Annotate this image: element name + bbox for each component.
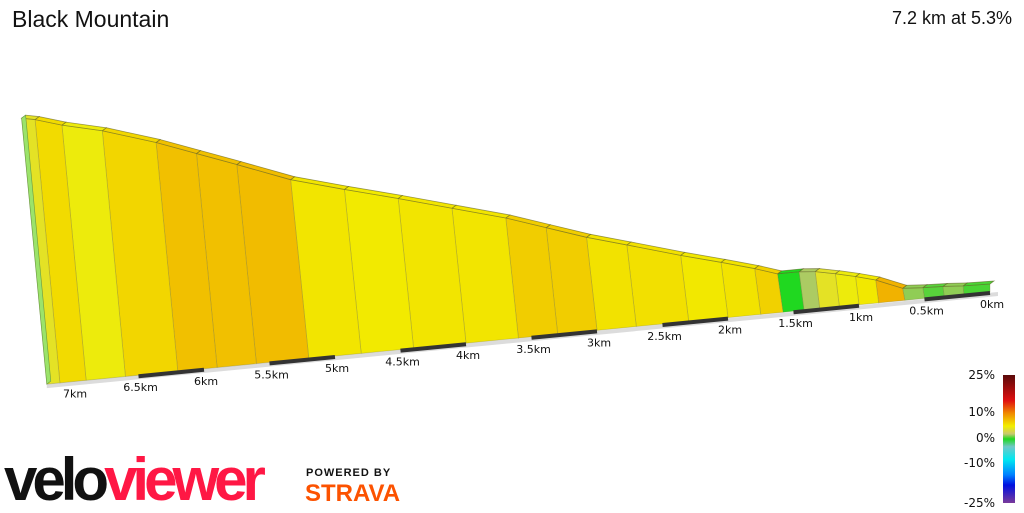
x-tick-label: 3.5km — [516, 343, 551, 356]
powered-by-label: POWERED BY — [306, 467, 392, 479]
x-tick-label: 5.5km — [254, 368, 289, 381]
profile-segment — [902, 287, 925, 301]
veloviewer-logo: veloviewer — [4, 446, 266, 513]
profile-segment — [626, 244, 690, 327]
x-tick-label: 1.5km — [778, 317, 813, 330]
segment-title: Black Mountain — [12, 6, 170, 32]
profile-front-face — [21, 114, 52, 385]
legend-label: -25% — [964, 496, 995, 510]
distance-scale-bar — [531, 329, 598, 340]
x-tick-label: 0.5km — [909, 304, 944, 317]
distance-scale-bar — [400, 342, 467, 353]
x-tick-label: 7km — [63, 388, 87, 401]
x-tick-label: 3km — [587, 336, 611, 349]
legend-label: 10% — [968, 405, 995, 419]
profile-segment — [855, 276, 880, 306]
gradient-legend-bar — [1003, 375, 1015, 503]
x-tick-label: 4.5km — [385, 356, 420, 369]
x-tick-label: 1km — [849, 311, 873, 324]
distance-scale-bar — [138, 367, 205, 379]
distance-scale-bar — [924, 291, 991, 302]
x-tick-label: 5km — [325, 362, 349, 375]
x-tick-label: 2km — [718, 324, 742, 337]
distance-scale-bar — [662, 316, 729, 327]
x-tick-label: 4km — [456, 349, 480, 362]
ground-strip — [46, 292, 999, 389]
distance-scale-bar — [269, 355, 336, 366]
x-tick-label: 6.5km — [123, 381, 158, 394]
segment-summary: 7.2 km at 5.3% — [891, 8, 1012, 28]
strava-logo: STRAVA — [305, 480, 401, 507]
legend-label: 0% — [976, 431, 995, 445]
legend-label: 25% — [968, 368, 995, 382]
x-tick-label: 2.5km — [647, 330, 682, 343]
x-tick-label: 0km — [980, 298, 1004, 311]
distance-scale-bar — [793, 303, 860, 315]
legend-label: -10% — [964, 456, 995, 470]
x-tick-label: 6km — [194, 375, 218, 388]
